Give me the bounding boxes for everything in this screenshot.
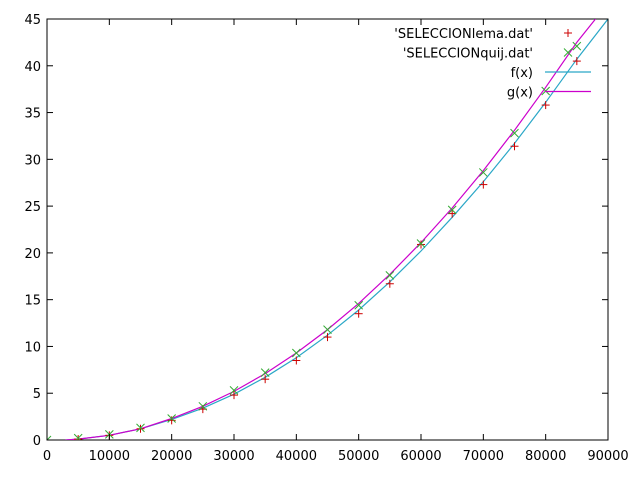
data-point — [261, 375, 270, 384]
data-layer — [47, 19, 608, 440]
legend: 'SELECCIONlema.dat' 'SELECCIONquij.dat' f(… — [394, 27, 591, 101]
y-axis: 0 5 10 15 20 25 30 35 40 45 — [24, 13, 608, 449]
y-tick-label: 15 — [24, 294, 41, 309]
legend-label: 'SELECCIONlema.dat' — [394, 27, 533, 42]
cross-b — [323, 325, 332, 334]
data-point — [291, 348, 301, 358]
data-point — [74, 435, 83, 440]
cross-b — [447, 205, 457, 215]
cross-b — [167, 414, 177, 423]
cross-b — [354, 300, 364, 310]
series-line-2 — [65, 19, 608, 440]
cross-b — [510, 128, 519, 138]
data-point — [167, 414, 177, 423]
legend-swatch-marker — [563, 48, 573, 57]
y-tick-label: 0 — [33, 434, 41, 449]
x-tick-label: 40000 — [276, 449, 317, 464]
cross-b — [291, 348, 301, 358]
data-point — [354, 300, 364, 310]
y-tick-label: 20 — [24, 247, 41, 262]
x-tick-label: 30000 — [213, 449, 254, 464]
cross-b — [478, 168, 488, 177]
x-tick-label: 20000 — [151, 449, 192, 464]
plot-frame — [46, 18, 609, 441]
data-point — [541, 101, 550, 110]
cross-b — [136, 423, 145, 433]
y-tick-label: 45 — [24, 13, 41, 28]
data-point — [385, 279, 394, 288]
data-point — [478, 168, 488, 177]
cross-b — [198, 401, 208, 411]
x-tick-label: 90000 — [587, 449, 628, 464]
data-point — [416, 239, 426, 248]
data-point — [136, 424, 145, 433]
data-point — [417, 240, 425, 249]
x-tick-label: 70000 — [463, 449, 504, 464]
data-point — [572, 57, 581, 66]
cross-b — [385, 270, 395, 280]
x-axis: 0 10000 20000 30000 40000 50000 60000 70000 8000… — [43, 19, 629, 464]
y-tick-label: 35 — [24, 107, 41, 122]
data-point — [230, 391, 238, 400]
legend-swatch-marker — [564, 29, 572, 37]
data-point — [73, 433, 83, 440]
plot-area — [46, 18, 609, 441]
data-point — [47, 435, 52, 440]
x-tick-label: 0 — [43, 449, 51, 464]
cross-b — [416, 239, 426, 248]
cross-b — [229, 386, 239, 395]
cross-b — [47, 435, 52, 440]
legend-label: 'SELECCIONquij.dat' — [403, 47, 533, 62]
series-line-3 — [65, 19, 596, 440]
data-point — [479, 180, 488, 189]
x-tick-label: 60000 — [400, 449, 441, 464]
data-point — [385, 270, 395, 280]
cross-b — [572, 41, 582, 51]
data-point — [354, 309, 363, 318]
cross-b — [75, 433, 83, 440]
data-point — [198, 401, 208, 411]
data-point — [510, 142, 519, 151]
data-point — [292, 356, 301, 365]
y-tick-label: 5 — [33, 387, 41, 402]
y-tick-label: 10 — [24, 340, 41, 355]
y-tick-label: 30 — [24, 153, 41, 168]
legend-label: g(x) — [507, 86, 533, 101]
cross-b — [563, 48, 573, 57]
data-point — [260, 368, 270, 377]
data-point — [136, 423, 145, 433]
data-point — [510, 128, 519, 138]
y-tick-label: 40 — [24, 60, 41, 75]
cross-b — [260, 368, 270, 377]
legend-label: f(x) — [511, 66, 533, 81]
x-tick-label: 10000 — [89, 449, 130, 464]
data-point — [167, 416, 176, 425]
x-tick-label: 50000 — [338, 449, 379, 464]
data-point — [447, 205, 457, 215]
data-point — [448, 209, 457, 218]
data-point — [229, 386, 239, 395]
y-tick-label: 25 — [24, 200, 41, 215]
data-point — [323, 325, 332, 334]
x-tick-label: 80000 — [525, 449, 566, 464]
data-point — [323, 333, 332, 342]
data-point — [572, 41, 582, 51]
